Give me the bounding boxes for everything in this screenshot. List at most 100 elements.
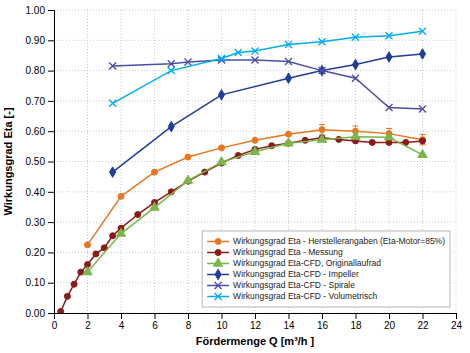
- series-marker: [110, 167, 116, 177]
- y-axis-line: [48, 11, 55, 314]
- y-tick-mark: [48, 252, 54, 253]
- x-grid-line: [154, 10, 155, 313]
- series-marker: [152, 169, 158, 175]
- error-bar: [420, 135, 426, 145]
- x-tick-mark: [222, 313, 223, 319]
- series-marker: [319, 67, 326, 74]
- chart-svg: 0246810121416182022240.000.100.200.300.4…: [0, 0, 470, 353]
- y-tick-mark: [48, 192, 54, 193]
- series-marker: [218, 55, 225, 62]
- x-tick: 6: [152, 313, 158, 331]
- series-marker: [71, 281, 77, 287]
- x-tick: 12: [250, 313, 262, 331]
- plot-area: 0246810121416182022240.000.100.200.300.4…: [2, 5, 462, 347]
- y-tick: 0.00: [26, 308, 54, 319]
- x-axis: 024681012141618202224: [52, 313, 463, 331]
- legend-label: Wirkungsgrad Eta - Herstellerangaben (Et…: [233, 236, 445, 246]
- x-tick: 22: [417, 313, 429, 331]
- legend-item: Wirkungsgrad Eta - Herstellerangaben (Et…: [207, 236, 445, 246]
- x-axis-line: [55, 314, 457, 320]
- y-grid-line: [54, 161, 456, 162]
- x-tick-mark: [322, 313, 323, 319]
- y-tick: 0.80: [26, 65, 54, 76]
- y-tick-label: 0.00: [26, 308, 46, 319]
- x-tick: 8: [186, 313, 192, 331]
- x-tick-label: 12: [250, 320, 262, 331]
- y-tick-mark: [48, 40, 54, 41]
- series-marker: [116, 228, 125, 236]
- series-marker: [109, 63, 116, 70]
- y-grid-line: [54, 40, 456, 41]
- legend-item: Wirkungsgrad Eta-CFD - Spirale: [207, 280, 355, 290]
- x-tick-label: 14: [283, 320, 295, 331]
- y-tick-label: 0.10: [26, 277, 46, 288]
- legend-frame: [202, 231, 450, 307]
- series-marker: [352, 34, 359, 41]
- x-axis-title: Fördermenge Q [m³/h ]: [196, 335, 315, 347]
- y-tick: 0.90: [26, 35, 54, 46]
- legend-marker: [215, 293, 222, 300]
- series-marker: [317, 134, 326, 142]
- legend-marker: [215, 269, 221, 279]
- series-line: [113, 60, 423, 109]
- series-marker: [252, 137, 258, 143]
- y-tick-label: 0.80: [26, 65, 46, 76]
- x-tick-mark: [423, 313, 424, 319]
- y-grid-line: [54, 222, 456, 223]
- x-tick-mark: [88, 313, 89, 319]
- series-marker: [185, 154, 191, 160]
- y-tick-label: 1.00: [26, 5, 46, 16]
- series-marker: [219, 145, 225, 151]
- x-tick-label: 24: [451, 320, 463, 331]
- series-marker: [168, 60, 175, 67]
- series-marker: [252, 56, 259, 63]
- legend-label: Wirkungsgrad Eta - Messung: [233, 247, 343, 257]
- series-marker: [217, 157, 226, 165]
- grid: [54, 10, 456, 313]
- series-marker: [419, 28, 426, 35]
- series-marker: [109, 100, 116, 107]
- y-tick-label: 0.90: [26, 35, 46, 46]
- series-marker: [110, 233, 116, 239]
- x-tick: 2: [85, 313, 91, 331]
- series-marker: [168, 67, 175, 74]
- y-axis: 0.000.100.200.300.400.500.600.700.800.90…: [26, 5, 55, 319]
- x-tick: 10: [216, 313, 228, 331]
- series-marker: [252, 47, 259, 54]
- legend-marker: [215, 250, 221, 256]
- series-marker: [168, 121, 174, 131]
- y-tick-mark: [48, 101, 54, 102]
- series-marker: [93, 251, 99, 257]
- x-tick-label: 0: [52, 320, 58, 331]
- series-marker: [386, 32, 393, 39]
- x-tick-mark: [456, 313, 457, 319]
- legend-marker: [215, 239, 221, 245]
- y-tick: 0.60: [26, 126, 54, 137]
- x-tick-label: 16: [317, 320, 329, 331]
- series-marker: [235, 49, 242, 56]
- series-marker: [369, 139, 375, 145]
- x-tick-label: 8: [186, 320, 192, 331]
- series-marker: [384, 132, 393, 140]
- series: [85, 125, 426, 248]
- y-tick: 1.00: [26, 5, 54, 16]
- series-line: [88, 130, 423, 245]
- error-bar: [319, 125, 325, 135]
- x-tick-label: 18: [350, 320, 362, 331]
- legend: Wirkungsgrad Eta - Herstellerangaben (Et…: [202, 231, 450, 307]
- x-tick-mark: [356, 313, 357, 319]
- series-marker: [418, 149, 427, 157]
- legend-item: Wirkungsgrad Eta - Messung: [207, 247, 343, 257]
- x-tick-label: 4: [119, 320, 125, 331]
- y-tick: 0.40: [26, 187, 54, 198]
- series-marker: [250, 146, 259, 154]
- y-tick: 0.20: [26, 247, 54, 258]
- series-marker: [85, 242, 91, 248]
- series-marker: [150, 202, 159, 210]
- legend-item: Wirkungsgrad Eta-CFD - Volumetrisch: [207, 291, 377, 301]
- series-marker: [135, 212, 141, 218]
- legend-item: Wirkungsgrad Eta-CFD - Impeller: [207, 269, 359, 279]
- legend-marker: [213, 258, 222, 266]
- series-marker: [351, 131, 360, 139]
- legend-item: Wirkungsgrad Eta-CFD, Originallaufrad: [207, 258, 381, 268]
